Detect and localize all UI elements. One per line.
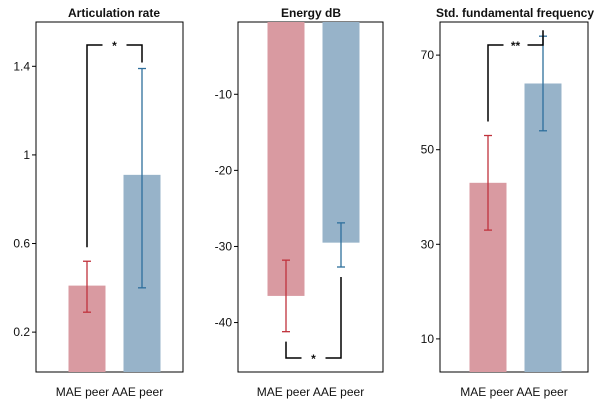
panel-title: Energy dB xyxy=(281,6,341,20)
significance-bracket-left xyxy=(285,341,302,359)
plot-frame xyxy=(237,21,384,373)
x-category-labels: MAE peer AAE peer xyxy=(257,385,364,399)
bar-mae-peer xyxy=(267,22,305,296)
chart-panel-3: Std. fundamental frequency 10 30 50 70 ** MAE … xyxy=(421,6,595,399)
y-tick-label: -20 xyxy=(215,163,233,177)
significance-bracket-right xyxy=(126,44,143,63)
chart-panel-2: Energy dB -10 -20 -30 -40 * MAE peer AAE peer xyxy=(215,6,384,399)
y-tick-label: 70 xyxy=(421,48,435,62)
plot-frame xyxy=(35,21,184,373)
significance-bracket-left xyxy=(487,44,504,122)
significance-label: * xyxy=(112,39,117,53)
significance-label: ** xyxy=(511,39,521,53)
y-tick-label: 1.4 xyxy=(13,59,30,73)
y-tick-label: 30 xyxy=(421,237,435,251)
panel-title: Articulation rate xyxy=(68,6,160,20)
y-tick-label: -10 xyxy=(215,87,233,101)
y-tick-label: 0.6 xyxy=(13,237,30,251)
y-tick-label: 1 xyxy=(23,148,30,162)
bar-aae-peer xyxy=(524,83,562,373)
bar-aae-peer xyxy=(322,22,360,243)
y-tick-label: 50 xyxy=(421,143,435,157)
y-tick-label: -30 xyxy=(215,239,233,253)
x-category-labels: MAE peer AAE peer xyxy=(460,385,567,399)
plot-frame xyxy=(439,21,589,373)
x-category-labels: MAE peer AAE peer xyxy=(56,385,163,399)
chart-panel-1: Articulation rate 0.2 0.6 1 1.4 * MAE peer AAE… xyxy=(13,6,184,399)
panel-title: Std. fundamental frequency xyxy=(436,6,594,20)
y-tick-label: 0.2 xyxy=(13,325,30,339)
significance-bracket-left xyxy=(86,44,103,248)
significance-label: * xyxy=(311,352,316,366)
y-tick-label: 10 xyxy=(421,332,435,346)
significance-bracket-right xyxy=(527,30,544,46)
y-tick-label: -40 xyxy=(215,316,233,330)
significance-bracket-right xyxy=(325,277,342,359)
